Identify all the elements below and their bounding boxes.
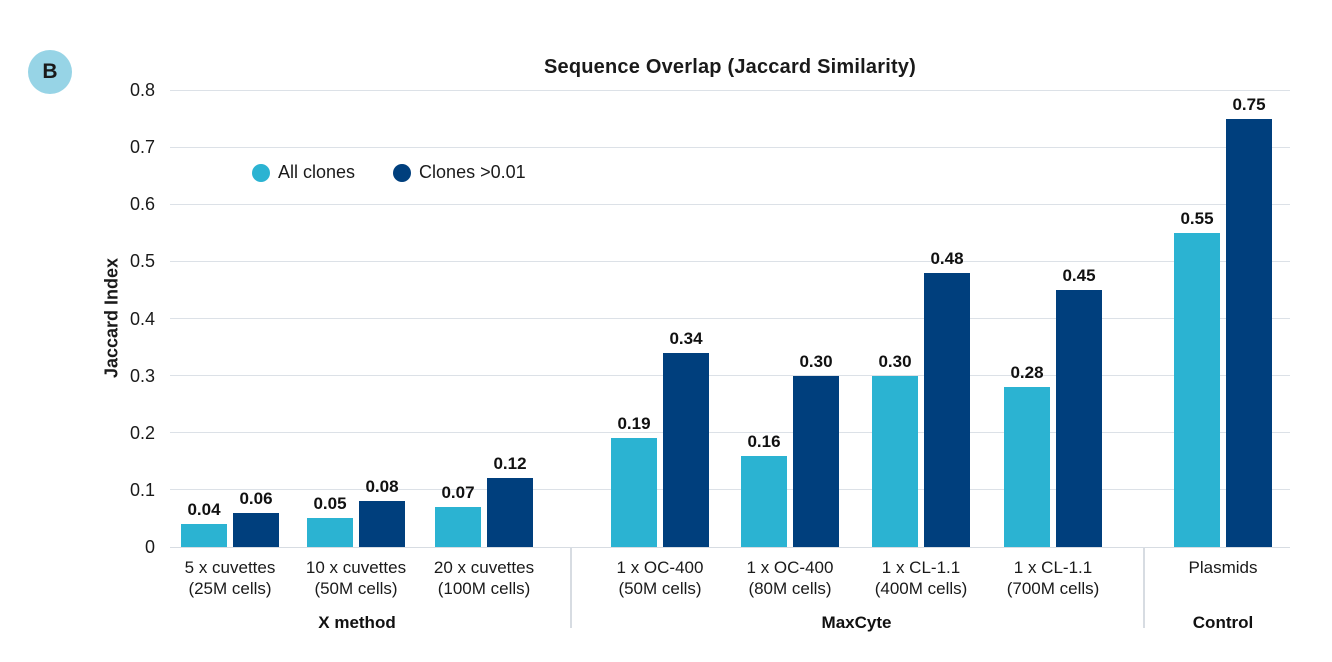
x-axis-line: [170, 546, 1290, 548]
legend: All clones Clones >0.01: [252, 162, 526, 183]
y-tick-label: 0.3: [129, 365, 155, 386]
bar-value-label: 0.30: [799, 351, 833, 371]
group-label: Control: [1192, 613, 1254, 632]
category-label-line: (25M cells): [188, 579, 272, 598]
group-label: MaxCyte: [821, 613, 892, 632]
bar-all-clones: [741, 455, 787, 547]
gridline: [170, 318, 1290, 319]
bar-value-label: 0.48: [930, 248, 964, 268]
y-tick-label: 0.7: [129, 137, 155, 158]
bar-value-label: 0.75: [1232, 94, 1266, 114]
category-label-line: 1 x OC-400: [746, 558, 834, 577]
legend-label: Clones >0.01: [419, 162, 526, 182]
gridline: [170, 432, 1290, 434]
bar-clones-0-01: [359, 501, 405, 547]
category-label-line: (400M cells): [874, 579, 968, 598]
y-tick-label: 0.1: [129, 479, 155, 500]
bar-clones-0-01: [924, 272, 970, 547]
gridline: [170, 260, 1290, 262]
group-label: X method: [318, 613, 396, 632]
category-label-line: 5 x cuvettes: [184, 558, 276, 577]
category-label: 1 x CL-1.1 (700M cells): [978, 557, 1128, 599]
gridline: [170, 375, 1290, 377]
legend-swatch-circle: [393, 163, 412, 182]
category-label-line: Plasmids: [1188, 558, 1258, 577]
bar-all-clones: [611, 438, 657, 547]
bar-value-label: 0.19: [617, 414, 651, 434]
bar-value-label: 0.45: [1062, 265, 1096, 285]
category-label-line: 1 x OC-400: [616, 558, 704, 577]
bar-value-label: 0.12: [493, 454, 527, 474]
plot-area: 0.04 0.06 0.05 0.08 0.07 0.12 0.19 0.34 0.16 0.30…: [170, 89, 1290, 548]
bar-clones-0-01: [487, 478, 533, 547]
category-label: 10 x cuvettes (50M cells): [281, 557, 431, 599]
bar-all-clones: [307, 518, 353, 547]
category-label: 1 x OC-400 (80M cells): [715, 557, 865, 599]
category-label-line: (700M cells): [1006, 579, 1100, 598]
group-separator: [1143, 547, 1145, 628]
gridline: [170, 146, 1290, 148]
category-label-line: 20 x cuvettes: [433, 558, 535, 577]
legend-swatch-circle: [252, 163, 270, 182]
category-label-line: 1 x CL-1.1: [1013, 558, 1093, 577]
gridline: [170, 203, 1290, 205]
y-tick-label: 0: [144, 537, 155, 557]
bar-value-label: 0.08: [365, 477, 399, 497]
category-label-line: (80M cells): [748, 579, 832, 598]
bar-value-label: 0.34: [669, 328, 703, 348]
bar-value-label: 0.06: [239, 488, 273, 508]
bar-value-label: 0.55: [1180, 208, 1214, 228]
chart-title: Sequence Overlap (Jaccard Similarity): [543, 56, 916, 78]
category-label-line: (50M cells): [618, 579, 702, 598]
group-separator: [570, 547, 572, 628]
category-label-line: (100M cells): [437, 579, 531, 598]
y-tick-label: 0.6: [129, 194, 155, 215]
category-label: Plasmids: [1148, 557, 1298, 578]
gridline: [170, 489, 1290, 491]
legend-label: All clones: [278, 162, 356, 182]
category-label: 1 x CL-1.1 (400M cells): [846, 557, 996, 599]
bar-all-clones: [435, 507, 481, 547]
bar-clones-0-01: [663, 352, 709, 547]
y-tick-label: 0.8: [129, 80, 155, 100]
bar-value-label: 0.30: [878, 351, 912, 371]
bar-all-clones: [1174, 232, 1220, 547]
bar-clones-0-01: [1056, 289, 1102, 547]
bar-value-label: 0.04: [187, 500, 221, 520]
bar-clones-0-01: [233, 512, 279, 547]
bar-all-clones: [1004, 387, 1050, 547]
y-tick-label: 0.5: [129, 251, 155, 272]
bar-value-label: 0.16: [747, 431, 781, 451]
category-label: 20 x cuvettes (100M cells): [409, 557, 559, 599]
y-tick-label: 0.2: [129, 422, 155, 443]
legend-item: Clones >0.01: [393, 162, 526, 183]
panel-label-badge: B: [28, 50, 72, 94]
bar-value-label: 0.07: [441, 483, 475, 502]
legend-item: All clones: [252, 162, 355, 183]
y-tick-label: 0.4: [129, 308, 155, 329]
gridline: [170, 89, 1290, 91]
bar-clones-0-01: [793, 375, 839, 547]
bar-clones-0-01: [1226, 118, 1272, 547]
category-label: 1 x OC-400 (50M cells): [585, 557, 735, 599]
bar-all-clones: [872, 375, 918, 547]
panel-label: B: [42, 60, 58, 83]
category-label-line: 10 x cuvettes: [305, 558, 407, 577]
bar-value-label: 0.05: [313, 494, 347, 514]
category-label-line: (50M cells): [314, 579, 398, 598]
category-label-line: 1 x CL-1.1: [881, 558, 961, 577]
bar-all-clones: [181, 524, 227, 547]
bar-value-label: 0.28: [1010, 363, 1044, 383]
category-label: 5 x cuvettes (25M cells): [155, 557, 305, 599]
